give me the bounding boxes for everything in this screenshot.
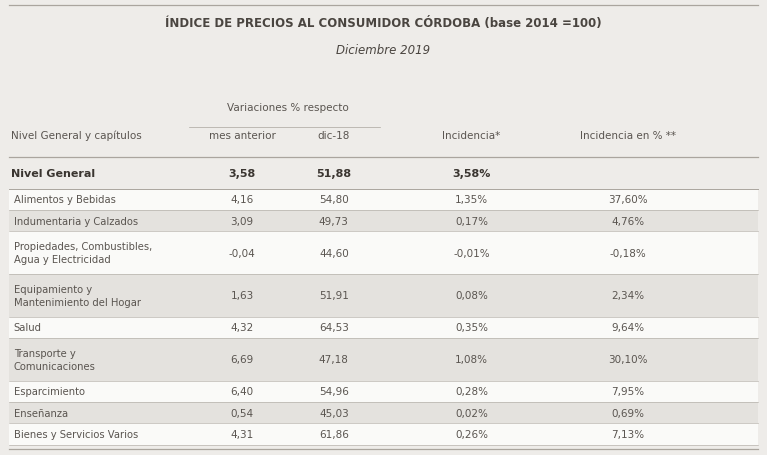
Text: Nivel General y capítulos: Nivel General y capítulos bbox=[11, 130, 141, 141]
Text: 37,60%: 37,60% bbox=[608, 195, 648, 205]
Text: Esparcimiento: Esparcimiento bbox=[14, 386, 84, 396]
Text: Alimentos y Bebidas: Alimentos y Bebidas bbox=[14, 195, 116, 205]
Text: -0,18%: -0,18% bbox=[610, 248, 647, 258]
Text: ÍNDICE DE PRECIOS AL CONSUMIDOR CÓRDOBA (base 2014 =100): ÍNDICE DE PRECIOS AL CONSUMIDOR CÓRDOBA … bbox=[165, 17, 602, 30]
Text: 7,95%: 7,95% bbox=[611, 386, 644, 396]
Text: 6,40: 6,40 bbox=[231, 386, 254, 396]
Text: Equipamiento y
Mantenimiento del Hogar: Equipamiento y Mantenimiento del Hogar bbox=[14, 284, 140, 307]
Text: dic-18: dic-18 bbox=[318, 130, 350, 140]
Text: 0,17%: 0,17% bbox=[455, 216, 488, 226]
Text: 2,34%: 2,34% bbox=[611, 291, 644, 301]
Bar bbox=[9, 189, 758, 211]
Text: Indumentaria y Calzados: Indumentaria y Calzados bbox=[14, 216, 138, 226]
Text: 30,10%: 30,10% bbox=[608, 354, 648, 364]
Text: 3,58%: 3,58% bbox=[453, 168, 491, 178]
Text: Enseñanza: Enseñanza bbox=[14, 408, 67, 418]
Text: Diciembre 2019: Diciembre 2019 bbox=[337, 44, 430, 57]
Text: 6,69: 6,69 bbox=[231, 354, 254, 364]
Text: -0,04: -0,04 bbox=[229, 248, 255, 258]
Bar bbox=[9, 157, 758, 189]
Bar bbox=[9, 274, 758, 317]
Text: Salud: Salud bbox=[14, 323, 41, 333]
Text: 61,86: 61,86 bbox=[319, 429, 349, 439]
Text: 49,73: 49,73 bbox=[319, 216, 349, 226]
Text: mes anterior: mes anterior bbox=[209, 130, 275, 140]
Text: 3,09: 3,09 bbox=[231, 216, 254, 226]
Text: 1,08%: 1,08% bbox=[455, 354, 488, 364]
Text: Variaciones % respecto: Variaciones % respecto bbox=[227, 103, 349, 113]
Text: 0,35%: 0,35% bbox=[455, 323, 488, 333]
Text: Transporte y
Comunicaciones: Transporte y Comunicaciones bbox=[14, 348, 95, 371]
Bar bbox=[9, 211, 758, 232]
Text: 44,60: 44,60 bbox=[319, 248, 349, 258]
Text: 4,76%: 4,76% bbox=[611, 216, 644, 226]
Text: Propiedades, Combustibles,
Agua y Electricidad: Propiedades, Combustibles, Agua y Electr… bbox=[14, 242, 152, 265]
Text: 3,58: 3,58 bbox=[229, 168, 255, 178]
Text: 4,32: 4,32 bbox=[231, 323, 254, 333]
Bar bbox=[9, 232, 758, 274]
Text: 4,31: 4,31 bbox=[231, 429, 254, 439]
Bar bbox=[9, 402, 758, 423]
Text: Nivel General: Nivel General bbox=[11, 168, 94, 178]
Text: 1,63: 1,63 bbox=[231, 291, 254, 301]
Text: 0,02%: 0,02% bbox=[455, 408, 488, 418]
Bar bbox=[9, 338, 758, 381]
Text: 51,91: 51,91 bbox=[319, 291, 349, 301]
Text: 45,03: 45,03 bbox=[319, 408, 349, 418]
Text: 0,08%: 0,08% bbox=[455, 291, 488, 301]
Text: Incidencia*: Incidencia* bbox=[443, 130, 501, 140]
Text: -0,01%: -0,01% bbox=[453, 248, 489, 258]
Text: Incidencia en % **: Incidencia en % ** bbox=[580, 130, 676, 140]
Bar bbox=[9, 423, 758, 445]
Text: 51,88: 51,88 bbox=[316, 168, 351, 178]
Text: 1,35%: 1,35% bbox=[455, 195, 488, 205]
Text: 0,28%: 0,28% bbox=[455, 386, 488, 396]
Text: 54,80: 54,80 bbox=[319, 195, 349, 205]
Text: 64,53: 64,53 bbox=[319, 323, 349, 333]
Text: Bienes y Servicios Varios: Bienes y Servicios Varios bbox=[14, 429, 138, 439]
Bar bbox=[9, 317, 758, 338]
Text: 7,13%: 7,13% bbox=[611, 429, 644, 439]
Text: 9,64%: 9,64% bbox=[611, 323, 644, 333]
Bar bbox=[9, 381, 758, 402]
Text: 54,96: 54,96 bbox=[319, 386, 349, 396]
Text: 4,16: 4,16 bbox=[231, 195, 254, 205]
Text: 47,18: 47,18 bbox=[319, 354, 349, 364]
Text: 0,26%: 0,26% bbox=[455, 429, 488, 439]
Text: 0,69%: 0,69% bbox=[611, 408, 644, 418]
Text: 0,54: 0,54 bbox=[231, 408, 254, 418]
